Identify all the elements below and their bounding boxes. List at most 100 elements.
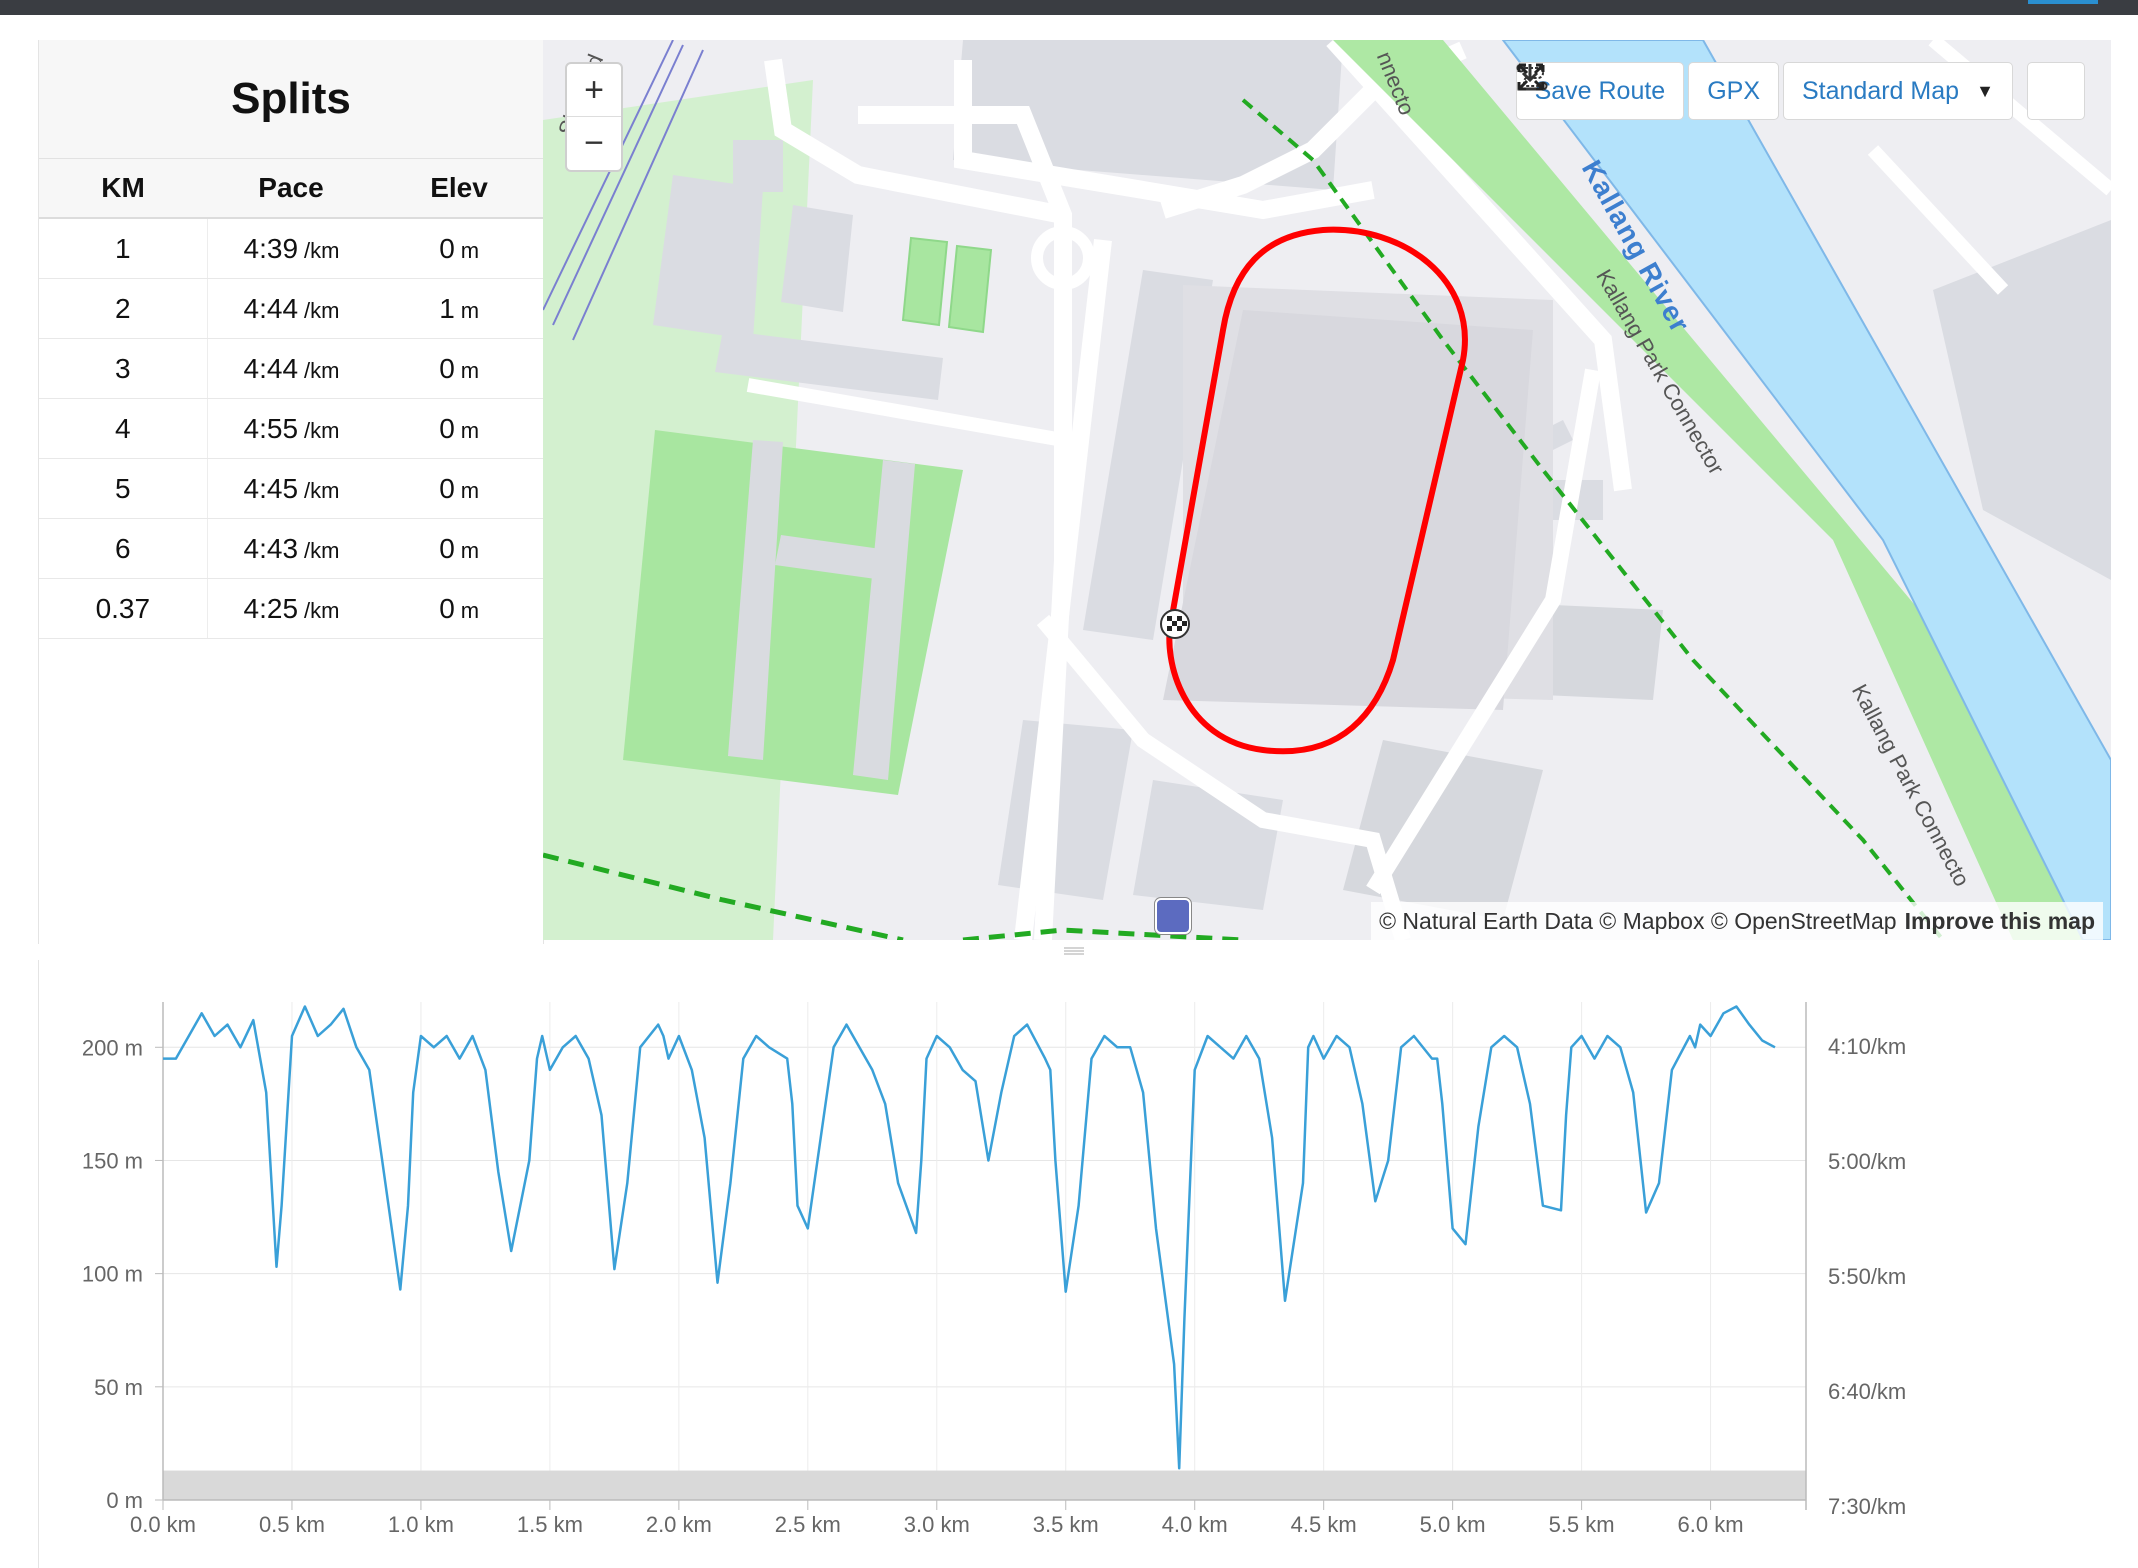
elev-unit: m [460, 417, 480, 443]
splits-title: Splits [39, 40, 543, 159]
x-tick-label: 4.5 km [1291, 1512, 1357, 1537]
y-left-tick-label: 50 m [94, 1375, 143, 1400]
pace-unit: /km [304, 417, 340, 443]
splits-panel: Splits KM Pace Elev 1 4:39/km 0 m 2 4:44/km 1 m… [38, 40, 544, 944]
map-style-label: Standard Map [1802, 76, 1960, 105]
fullscreen-button[interactable] [1517, 62, 2085, 120]
pace-unit: /km [304, 597, 340, 623]
elev-unit: m [460, 237, 480, 263]
split-elev-value: 0 [439, 532, 455, 564]
split-row: 2 4:44/km 1 m [39, 279, 543, 339]
browser-top-bar [0, 0, 2138, 15]
x-tick-label: 6.0 km [1678, 1512, 1744, 1537]
split-row: 0.37 4:25/km 0 m [39, 579, 543, 639]
y-left-tick-label: 100 m [82, 1262, 143, 1287]
route-map[interactable]: Shan Rd nnecto Kallang River Kallang Par… [543, 40, 2111, 940]
split-row: 6 4:43/km 0 m [39, 519, 543, 579]
caret-down-icon: ▼ [1976, 80, 1994, 101]
zoom-out-button[interactable]: − [567, 116, 621, 169]
split-pace: 4:45/km [208, 473, 376, 505]
y-right-tick-label: 4:10/km [1828, 1034, 1906, 1059]
pace-unit: /km [304, 297, 340, 323]
elev-unit: m [460, 357, 480, 383]
y-left-tick-label: 150 m [82, 1148, 143, 1173]
pace-unit: /km [304, 237, 340, 263]
splits-header-row: KM Pace Elev [39, 159, 543, 219]
fullscreen-icon [1517, 63, 1545, 91]
map-style-dropdown[interactable]: Standard Map ▼ [1783, 62, 2013, 120]
split-row: 3 4:44/km 0 m [39, 339, 543, 399]
x-tick-label: 5.5 km [1549, 1512, 1615, 1537]
split-pace: 4:55/km [208, 413, 376, 445]
x-tick-label: 3.0 km [904, 1512, 970, 1537]
split-km: 0.37 [39, 579, 208, 638]
split-km: 1 [39, 219, 208, 278]
elev-unit: m [460, 477, 480, 503]
pace-unit: /km [304, 357, 340, 383]
split-pace-value: 4:43 [243, 532, 299, 564]
improve-map-link[interactable]: Improve this map [1904, 907, 2095, 934]
split-pace-value: 4:45 [243, 472, 299, 504]
split-elev-value: 0 [439, 412, 455, 444]
pace-unit: /km [304, 537, 340, 563]
split-elev-value: 0 [439, 592, 455, 624]
split-km: 2 [39, 279, 208, 338]
checkered-flag-icon [1160, 609, 1190, 639]
split-km: 4 [39, 399, 208, 458]
x-tick-label: 0.0 km [130, 1512, 196, 1537]
x-tick-label: 0.5 km [259, 1512, 325, 1537]
panel-resize-handle[interactable] [1064, 946, 1084, 956]
chart-canvas: 0 m 50 m 100 m 150 m 200 m 4:10/km 5:00/km 5:50… [82, 1002, 1906, 1537]
split-elev-value: 1 [439, 292, 455, 324]
split-pace-value: 4:39 [243, 232, 299, 264]
zoom-control: + − [565, 62, 623, 172]
pace-unit: /km [304, 477, 340, 503]
y-right-tick-label: 6:40/km [1828, 1379, 1906, 1404]
map-attribution: © Natural Earth Data © Mapbox © OpenStre… [1371, 902, 2103, 940]
splits-rows: 1 4:39/km 0 m 2 4:44/km 1 m 3 4:44/km 0 m 4 4:55/km 0 m… [39, 219, 543, 639]
map-toolbar: Save Route GPX Standard Map ▼ [1515, 62, 2111, 120]
gpx-download-button[interactable]: GPX [1517, 62, 1779, 120]
split-pace: 4:39/km [208, 233, 376, 265]
split-row: 5 4:45/km 0 m [39, 459, 543, 519]
y-right-tick-label: 7:30/km [1828, 1494, 1906, 1519]
split-pace: 4:25/km [208, 593, 376, 625]
split-pace: 4:44/km [208, 293, 376, 325]
split-pace-value: 4:25 [243, 592, 299, 624]
split-pace: 4:44/km [208, 353, 376, 385]
bus-stop-icon[interactable] [1155, 898, 1191, 934]
header-pace: Pace [258, 172, 324, 203]
split-km: 5 [39, 459, 208, 518]
y-right-tick-label: 5:00/km [1828, 1149, 1906, 1174]
pace-series-line [163, 1005, 1776, 1470]
x-tick-label: 4.0 km [1162, 1512, 1228, 1537]
top-bar-accent [2028, 0, 2098, 4]
split-elev-value: 0 [439, 472, 455, 504]
split-pace: 4:43/km [208, 533, 376, 565]
split-km: 6 [39, 519, 208, 578]
x-tick-label: 3.5 km [1033, 1512, 1099, 1537]
split-pace-value: 4:44 [243, 292, 299, 324]
split-pace-value: 4:55 [243, 412, 299, 444]
zoom-in-button[interactable]: + [584, 70, 604, 109]
elev-unit: m [460, 297, 480, 323]
x-tick-label: 2.5 km [775, 1512, 841, 1537]
elev-unit: m [460, 597, 480, 623]
x-tick-label: 1.5 km [517, 1512, 583, 1537]
route-track [1166, 226, 1468, 755]
split-elev-value: 0 [439, 352, 455, 384]
elevation-area [163, 1470, 1806, 1500]
split-row: 1 4:39/km 0 m [39, 219, 543, 279]
elev-unit: m [460, 537, 480, 563]
pace-elevation-chart[interactable]: 0 m 50 m 100 m 150 m 200 m 4:10/km 5:00/km 5:50… [38, 960, 2112, 1568]
split-km: 3 [39, 339, 208, 398]
y-left-tick-label: 200 m [82, 1035, 143, 1060]
map-canvas [543, 40, 2111, 940]
x-tick-label: 1.0 km [388, 1512, 454, 1537]
